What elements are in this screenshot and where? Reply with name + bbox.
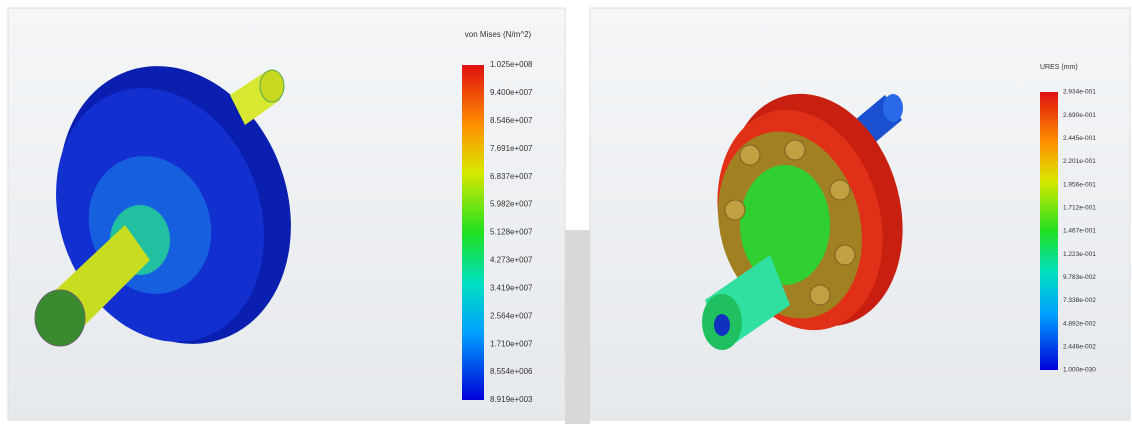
legend-label: 1.710e+007 — [490, 339, 533, 348]
legend-label: 1.000e-030 — [1063, 367, 1096, 374]
legend-label: 1.712e-001 — [1063, 205, 1096, 212]
legend-label: 9.400e+007 — [490, 88, 533, 97]
legend-title: von Mises (N/m^2) — [465, 30, 532, 39]
legend-label: 2.201e-001 — [1063, 158, 1096, 165]
color-scale — [1040, 92, 1058, 370]
legend-label: 1.223e-001 — [1063, 251, 1096, 258]
legend-label: 2.934e-001 — [1063, 89, 1096, 96]
legend-label: 4.892e-002 — [1063, 320, 1096, 327]
stress-panel: von Mises (N/m^2) — [8, 8, 565, 420]
legend-label: 4.273e+007 — [490, 256, 533, 265]
legend-label: 1.956e-001 — [1063, 181, 1096, 188]
legend-label: 7.338e-002 — [1063, 297, 1096, 304]
legend-label: 1.025e+008 — [490, 60, 533, 69]
legend-label: 8.554e+006 — [490, 367, 533, 376]
legend-label: 1.467e-001 — [1063, 228, 1096, 235]
screenshot: von Mises (N/m^2) URES (mm) 1.025e+008 9.… — [0, 0, 1132, 424]
legend-label: 8.546e+007 — [490, 116, 533, 125]
legend-label: 7.691e+007 — [490, 144, 533, 153]
legend-label: 5.982e+007 — [490, 200, 533, 209]
legend-label: 2.445e-001 — [1063, 135, 1096, 142]
legend-label: 5.128e+007 — [490, 228, 533, 237]
color-scale — [462, 65, 484, 400]
legend-label: 2.564e+007 — [490, 311, 533, 320]
legend-label: 2.690e-001 — [1063, 112, 1096, 119]
gap — [565, 230, 590, 424]
legend-label: 8.919e+003 — [490, 395, 533, 404]
legend-label: 9.783e-002 — [1063, 274, 1096, 281]
legend-label: 2.446e-002 — [1063, 344, 1096, 351]
legend-label: 6.837e+007 — [490, 172, 533, 181]
legend-title: URES (mm) — [1040, 64, 1078, 71]
legend-label: 3.419e+007 — [490, 283, 533, 292]
displacement-panel: URES (mm) — [590, 8, 1130, 420]
